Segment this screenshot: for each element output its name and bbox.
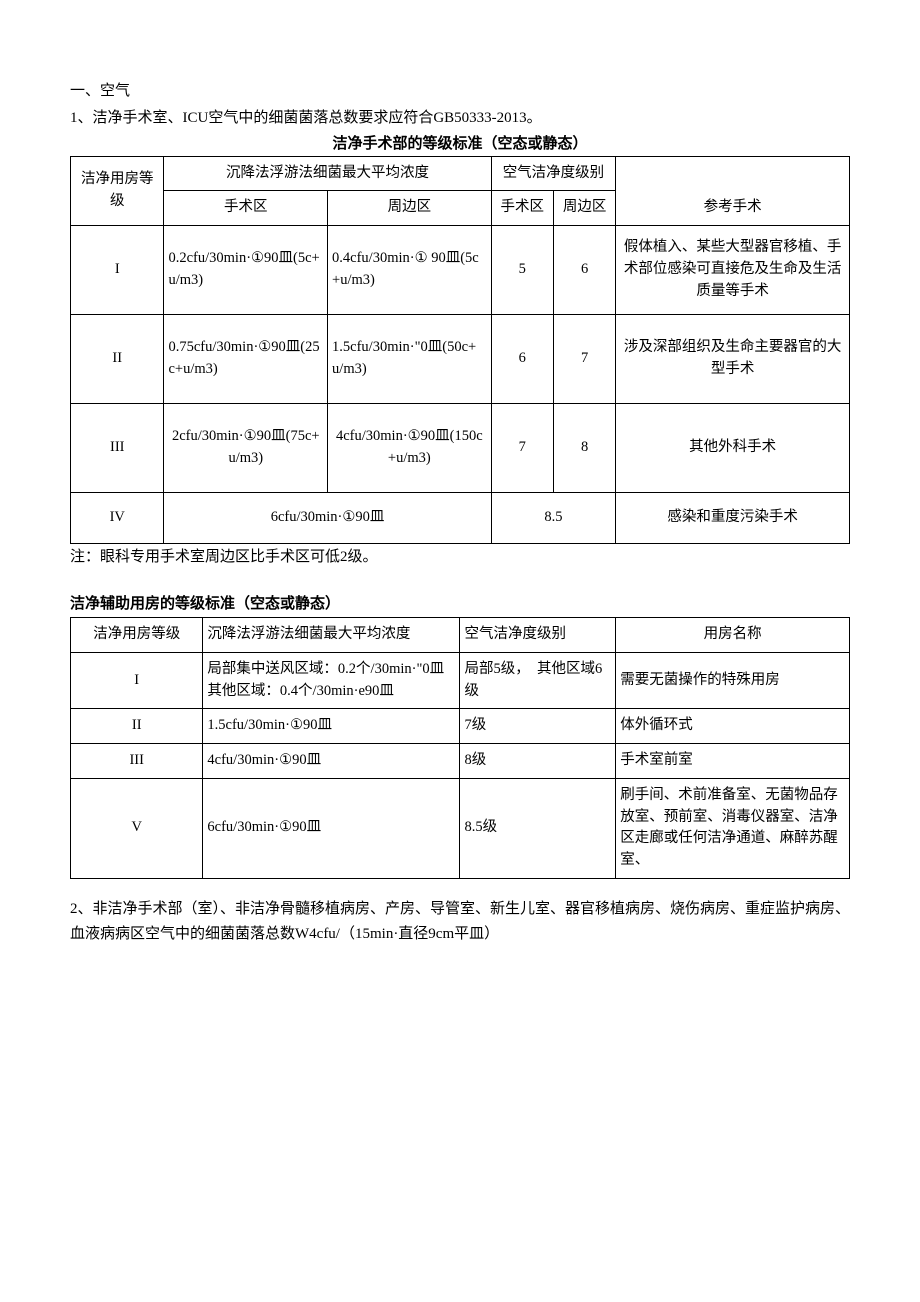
cell-surrounding: 0.4cfu/30min·① 90皿(5c+u/m3): [328, 226, 492, 315]
table-row: IV 6cfu/30min·①90皿 8.5 感染和重度污染手术: [71, 493, 850, 544]
cell-clean-surround: 8: [553, 404, 615, 493]
intro-paragraph-1: 1、洁净手术室、ICU空气中的细菌菌落总数要求应符合GB50333-2013。: [70, 107, 850, 130]
header-bacteria: 沉降法浮游法细菌最大平均浓度: [203, 618, 460, 653]
cell-bacteria: 6cfu/30min·①90皿: [203, 778, 460, 878]
cell-grade: I: [71, 652, 203, 709]
cell-clean-surround: 7: [553, 315, 615, 404]
table-row: I 0.2cfu/30min·①90皿(5c+u/m3) 0.4cfu/30mi…: [71, 226, 850, 315]
cell-clean-surround: 6: [553, 226, 615, 315]
table-cleanroom-grades: 洁净用房等级 沉降法浮游法细菌最大平均浓度 空气洁净度级别 参考手术 手术区 周…: [70, 156, 850, 545]
cell-grade: III: [71, 744, 203, 779]
cell-bacteria-merged: 6cfu/30min·①90皿: [164, 493, 491, 544]
table-row: III 2cfu/30min·①90皿(75c+u/m3) 4cfu/30min…: [71, 404, 850, 493]
table-header-row: 洁净用房等级 沉降法浮游法细菌最大平均浓度 空气洁净度级别 用房名称: [71, 618, 850, 653]
cell-clean: 8.5级: [460, 778, 616, 878]
cell-room: 刷手间、术前准备室、无菌物品存放室、预前室、消毒仪器室、洁净区走廊或任何洁净通道…: [616, 778, 850, 878]
cell-clean: 局部5级， 其他区域6级: [460, 652, 616, 709]
subheader-clean-surgical: 手术区: [491, 191, 553, 226]
cell-clean-merged: 8.5: [491, 493, 616, 544]
table1-note: 注：眼科专用手术室周边区比手术区可低2级。: [70, 546, 850, 569]
table-aux-room-grades: 洁净用房等级 沉降法浮游法细菌最大平均浓度 空气洁净度级别 用房名称 I 局部集…: [70, 617, 850, 879]
cell-surgical: 2cfu/30min·①90皿(75c+u/m3): [164, 404, 328, 493]
table-row: I 局部集中送风区域：0.2个/30min·"0皿 其他区域：0.4个/30mi…: [71, 652, 850, 709]
table-row: III 4cfu/30min·①90皿 8级 手术室前室: [71, 744, 850, 779]
cell-ref: 假体植入、某些大型器官移植、手术部位感染可直接危及生命及生活质量等手术: [616, 226, 850, 315]
header-grade: 洁净用房等级: [71, 618, 203, 653]
cell-ref: 涉及深部组织及生命主要器官的大型手术: [616, 315, 850, 404]
table-row: II 1.5cfu/30min·①90皿 7级 体外循环式: [71, 709, 850, 744]
cell-grade: III: [71, 404, 164, 493]
header-room-name: 用房名称: [616, 618, 850, 653]
subheader-surgical-area: 手术区: [164, 191, 328, 226]
cell-clean: 8级: [460, 744, 616, 779]
header-ref-surgery: 参考手术: [616, 156, 850, 226]
intro-paragraph-2: 2、非洁净手术部（室）、非洁净骨髓移植病房、产房、导管室、新生儿室、器官移植病房…: [70, 897, 850, 948]
table-row: II 0.75cfu/30min·①90皿(25c+u/m3) 1.5cfu/3…: [71, 315, 850, 404]
subheader-surrounding-area: 周边区: [328, 191, 492, 226]
cell-bacteria: 局部集中送风区域：0.2个/30min·"0皿 其他区域：0.4个/30min·…: [203, 652, 460, 709]
cell-room: 手术室前室: [616, 744, 850, 779]
section-heading: 一、空气: [70, 80, 850, 103]
cell-ref: 感染和重度污染手术: [616, 493, 850, 544]
cell-bacteria: 1.5cfu/30min·①90皿: [203, 709, 460, 744]
cell-clean-surg: 5: [491, 226, 553, 315]
cell-grade: II: [71, 315, 164, 404]
cell-surgical: 0.75cfu/30min·①90皿(25c+u/m3): [164, 315, 328, 404]
header-bacteria: 沉降法浮游法细菌最大平均浓度: [164, 156, 491, 191]
cell-clean-surg: 6: [491, 315, 553, 404]
subheader-clean-surround: 周边区: [553, 191, 615, 226]
cell-grade: IV: [71, 493, 164, 544]
cell-grade: II: [71, 709, 203, 744]
cell-surgical: 0.2cfu/30min·①90皿(5c+u/m3): [164, 226, 328, 315]
cell-bacteria: 4cfu/30min·①90皿: [203, 744, 460, 779]
cell-ref: 其他外科手术: [616, 404, 850, 493]
table-row: V 6cfu/30min·①90皿 8.5级 刷手间、术前准备室、无菌物品存放室…: [71, 778, 850, 878]
header-cleanliness: 空气洁净度级别: [491, 156, 616, 191]
cell-clean-surg: 7: [491, 404, 553, 493]
cell-grade: I: [71, 226, 164, 315]
header-clean: 空气洁净度级别: [460, 618, 616, 653]
cell-clean: 7级: [460, 709, 616, 744]
cell-surrounding: 4cfu/30min·①90皿(150c+u/m3): [328, 404, 492, 493]
header-room-grade: 洁净用房等级: [71, 156, 164, 226]
table1-title: 洁净手术部的等级标准（空态或静态）: [70, 133, 850, 156]
table2-title: 洁净辅助用房的等级标准（空态或静态）: [70, 593, 850, 616]
cell-room: 需要无菌操作的特殊用房: [616, 652, 850, 709]
table-header-row: 洁净用房等级 沉降法浮游法细菌最大平均浓度 空气洁净度级别 参考手术: [71, 156, 850, 191]
cell-grade: V: [71, 778, 203, 878]
cell-surrounding: 1.5cfu/30min·"0皿(50c+u/m3): [328, 315, 492, 404]
cell-room: 体外循环式: [616, 709, 850, 744]
